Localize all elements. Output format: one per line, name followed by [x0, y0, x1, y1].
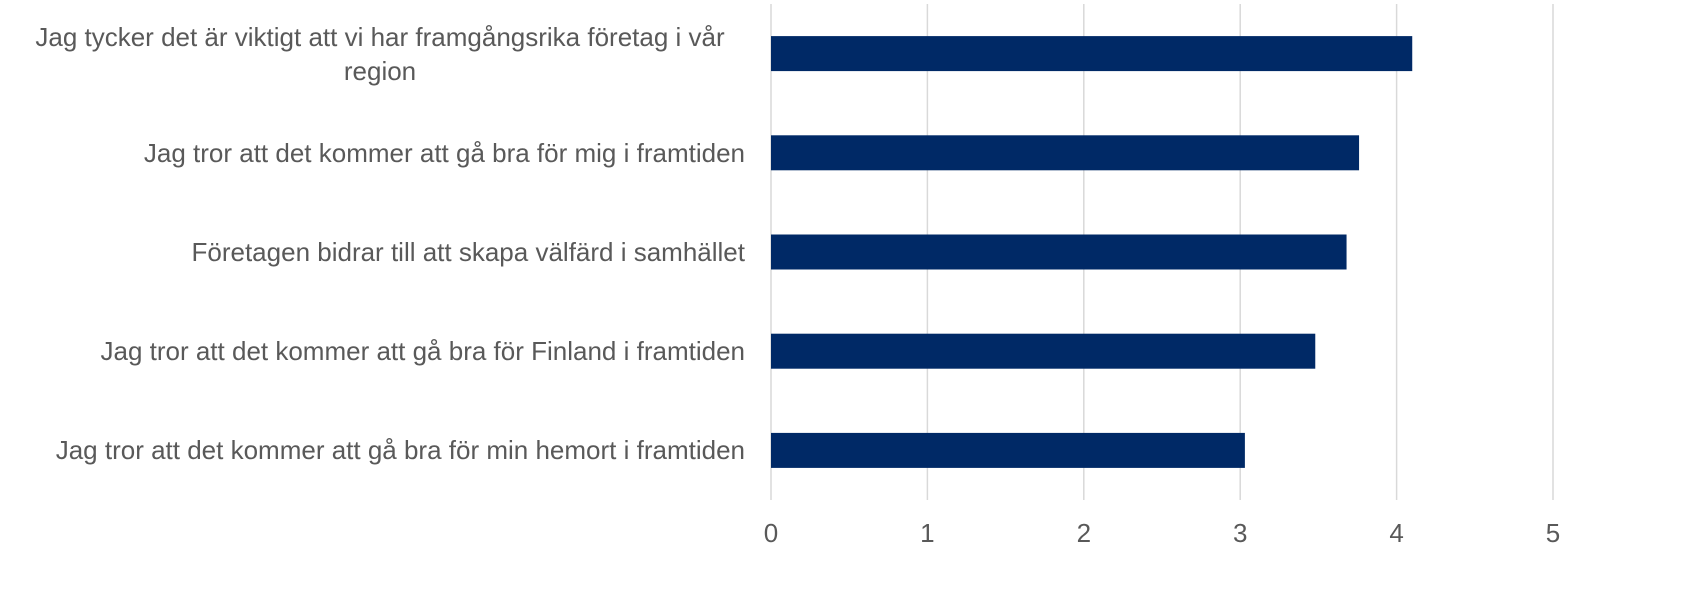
- y-tick-label-box: Jag tror att det kommer att gå bra för m…: [0, 136, 745, 170]
- y-tick-label-box: Jag tycker det är viktigt att vi har fra…: [0, 20, 745, 88]
- y-tick-label: Jag tror att det kommer att gå bra för m…: [55, 435, 745, 466]
- bar: [771, 135, 1360, 171]
- y-tick-label-box: Jag tror att det kommer att gå bra för F…: [0, 334, 745, 368]
- y-tick-label: Jag tror att det kommer att gå bra för m…: [143, 137, 745, 168]
- y-tick-label-box: Jag tror att det kommer att gå bra för m…: [0, 433, 745, 467]
- x-tick-label: 5: [1546, 518, 1560, 548]
- bar: [771, 333, 1316, 369]
- x-tick-label: 1: [920, 518, 934, 548]
- x-tick-label: 0: [764, 518, 778, 548]
- bar: [771, 234, 1347, 270]
- bar: [771, 432, 1245, 468]
- y-tick-label: Företagen bidrar till att skapa välfärd …: [191, 237, 746, 267]
- x-tick-label: 4: [1389, 518, 1403, 548]
- x-tick-label: 2: [1077, 518, 1091, 548]
- y-tick-label: Jag tycker det är viktigt att vi har fra…: [35, 21, 725, 86]
- bar: [771, 36, 1413, 72]
- y-tick-label: Jag tror att det kommer att gå bra för F…: [100, 336, 745, 367]
- x-tick-label: 3: [1233, 518, 1247, 548]
- y-tick-label-box: Företagen bidrar till att skapa välfärd …: [0, 235, 746, 269]
